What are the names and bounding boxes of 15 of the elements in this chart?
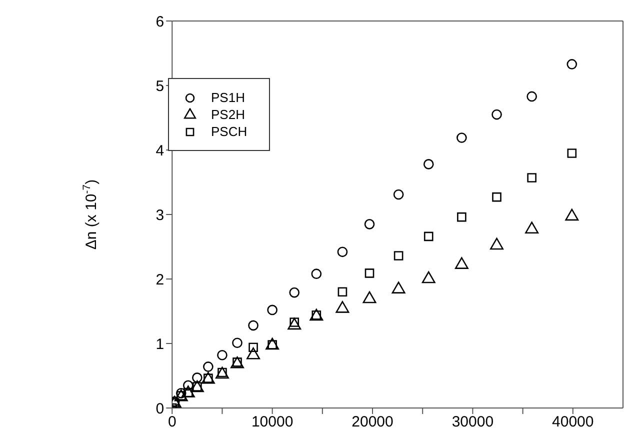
x-tick-label: 0 xyxy=(168,414,176,431)
y-tick-label: 5 xyxy=(156,78,164,95)
x-tick-label: 20000 xyxy=(352,414,394,431)
x-tick-label: 10000 xyxy=(251,414,294,431)
y-tick-label: 1 xyxy=(156,336,164,353)
x-tick-label: 30000 xyxy=(452,414,494,431)
y-tick-label: 3 xyxy=(156,206,164,224)
y-tick-label: 2 xyxy=(156,271,164,288)
y-tick-label: 0 xyxy=(156,400,164,418)
legend-label: PSCH xyxy=(211,124,248,139)
y-tick-label: 4 xyxy=(156,142,164,160)
y-tick-label: 6 xyxy=(156,13,164,30)
x-tick-label: 40000 xyxy=(552,414,594,431)
legend-label: PS1H xyxy=(211,90,245,105)
legend-label: PS2H xyxy=(211,107,245,122)
